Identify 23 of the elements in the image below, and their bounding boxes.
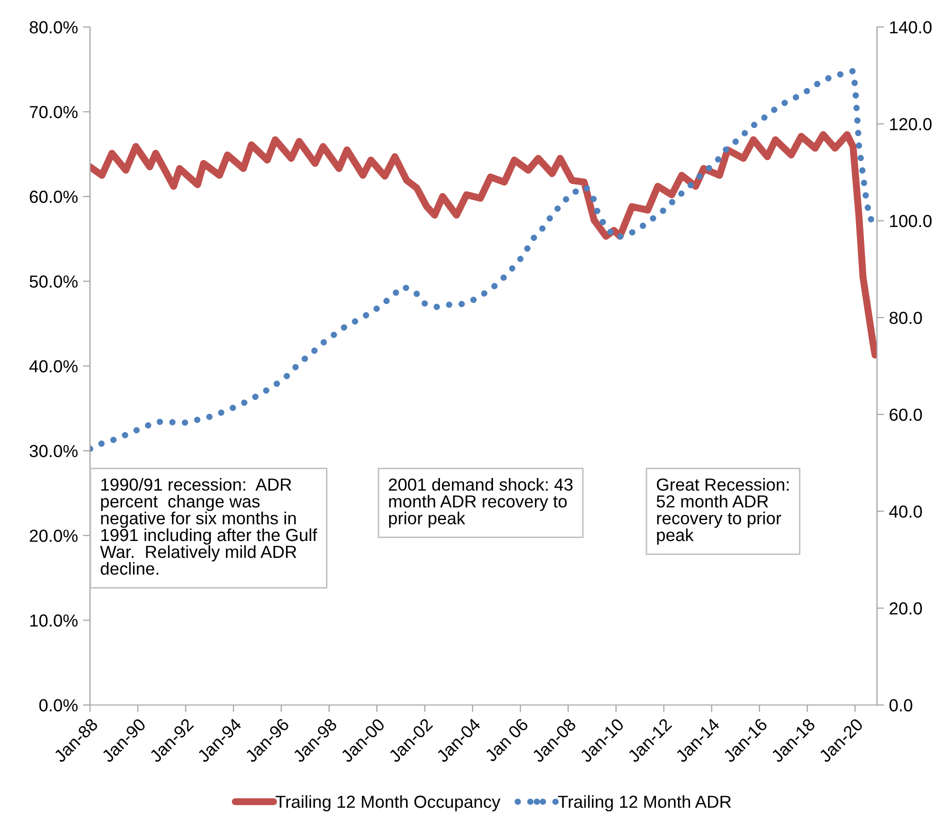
y2-tick-label: 80.0 <box>890 312 922 324</box>
y-tick-label: 80.0% <box>30 21 78 34</box>
x-tick-label: Jan 06 <box>484 718 529 762</box>
y-tick-label: 40.0% <box>29 360 78 372</box>
y2-tick-label: 60.0 <box>890 408 922 421</box>
y2-tick-label: 100.0 <box>890 214 932 228</box>
y2-tick-label: 120.0 <box>890 118 932 130</box>
y2-tick-label: 20.0 <box>890 602 922 615</box>
y-tick-label: 10.0% <box>30 614 78 627</box>
y-tick-label: 50.0% <box>30 275 78 288</box>
annotation: 1990/91 recession: ADR percent change was negative for six months in 1991 including after the Gulf War. Relatively mild ADR decline. <box>100 478 318 575</box>
y2-tick-label: 0.0 <box>889 699 912 712</box>
y-tick-label: 60.0% <box>30 190 78 203</box>
y-tick-label: 20.0% <box>30 530 78 542</box>
annotation: Great Recession: 52 month ADR recovery to prior peak <box>656 478 789 545</box>
legend-label: Trailing 12 Month Occupancy <box>276 795 500 812</box>
y-tick-label: 70.0% <box>30 106 78 118</box>
legend-label: Trailing 12 Month ADR <box>558 795 731 812</box>
annotation: 2001 demand shock: 43 month ADR recovery to prior peak <box>388 478 573 528</box>
y-tick-label: 30.0% <box>30 444 78 458</box>
y2-tick-label: 40.0 <box>889 505 922 518</box>
y-tick-label: 0.0% <box>39 699 78 712</box>
y2-tick-label: 140.0 <box>890 21 932 34</box>
